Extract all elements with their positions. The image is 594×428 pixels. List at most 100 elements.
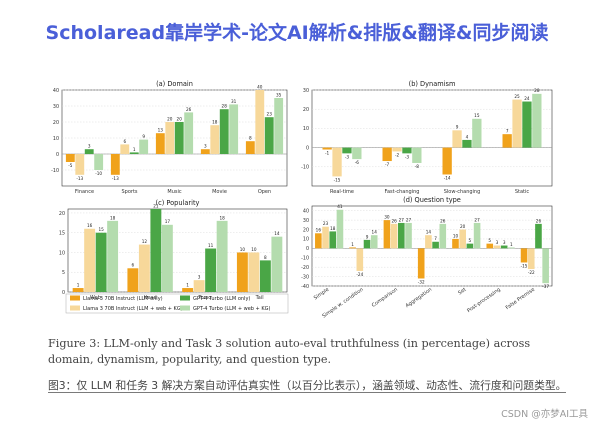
bar-d-question-type [452,238,459,249]
y-tick-label-a-domain: 20 [53,120,59,126]
y-tick-label-d-question-type: 10 [303,237,309,243]
bar-d-question-type [329,231,337,249]
y-tick-label-d-question-type: 30 [303,218,309,224]
data-label-c-popularity: 12 [142,239,148,244]
data-label-d-question-type: -32 [418,279,425,284]
x-tick-label-c-popularity: Head [144,295,157,301]
x-tick-label-a-domain: Open [258,189,271,195]
figure-caption-chinese-text: 图3：仅 LLM 和任务 3 解决方案自动评估真实性（以百分比表示），涵盖领域、… [48,379,567,393]
bar-b-dynamism [512,99,522,148]
data-label-d-question-type: 18 [330,226,336,231]
data-label-c-popularity: 14 [274,231,280,236]
y-tick-label-b-dynamism: 20 [303,107,309,113]
bar-b-dynamism [342,147,352,154]
bar-b-dynamism [442,147,452,175]
x-tick-label-b-dynamism: Static [515,189,530,195]
legend-swatch [70,295,80,301]
data-label-b-dynamism: -6 [355,160,360,165]
bar-d-question-type [370,235,378,249]
data-label-d-question-type: 5 [469,238,472,243]
y-tick-label-c-popularity: 15 [59,231,65,237]
data-label-a-domain: -10 [95,171,102,176]
data-label-b-dynamism: 24 [524,96,530,101]
data-label-a-domain: 31 [231,99,237,104]
bar-c-popularity [205,248,217,292]
bar-d-question-type [473,222,481,249]
x-tick-label-d-question-type: Post-processing [466,287,502,314]
bar-a-domain [120,144,130,154]
bar-d-question-type [336,209,344,249]
data-label-c-popularity: 6 [132,263,135,268]
bar-c-popularity [193,280,205,292]
bar-d-question-type [493,245,501,249]
bar-b-dynamism [352,147,362,160]
bar-d-question-type [425,235,432,249]
data-label-a-domain: 40 [257,84,263,89]
data-label-c-popularity: 21 [153,203,159,208]
bar-d-question-type [417,248,425,279]
data-label-b-dynamism: 4 [466,134,469,139]
panel-title-b-dynamism: (b) Dynamism [409,80,456,88]
bar-d-question-type [466,243,474,249]
bar-c-popularity [182,288,194,292]
y-tick-label-c-popularity: 5 [62,270,65,276]
y-tick-label-c-popularity: 20 [59,211,65,217]
y-tick-label-d-question-type: 0 [306,246,309,252]
data-label-d-question-type: 14 [372,230,378,235]
bar-a-domain [264,117,274,154]
bar-a-domain [184,112,194,154]
bar-c-popularity [127,268,139,292]
bar-d-question-type [500,245,508,249]
data-label-c-popularity: 8 [264,255,267,260]
bar-c-popularity [161,224,173,292]
x-tick-label-b-dynamism: Real-time [330,189,354,195]
bar-a-domain [155,133,165,154]
bar-a-domain [84,149,94,154]
bar-d-question-type [356,248,364,271]
x-tick-label-a-domain: Finance [75,189,94,195]
data-label-d-question-type: 20 [460,224,466,229]
bar-b-dynamism [392,147,402,152]
data-label-d-question-type: 7 [434,236,437,241]
data-label-c-popularity: 1 [186,282,189,287]
data-label-d-question-type: 41 [337,204,343,209]
bar-a-domain [274,98,284,154]
data-label-d-question-type: 3 [503,240,506,245]
data-label-b-dynamism: -3 [345,154,350,159]
x-tick-label-c-popularity: Torso [197,295,211,301]
data-label-b-dynamism: -8 [415,164,420,169]
figure-3-bar-charts: (a) Domain-10010203040-5-133-10Finance-1… [51,80,553,320]
bar-b-dynamism [332,147,342,177]
banner-title: Scholaread靠岸学术-论文AI解析&排版&翻译&同步阅读 [45,22,549,44]
y-tick-label-d-question-type: 20 [303,227,309,233]
data-label-a-domain: 28 [222,104,228,109]
data-label-b-dynamism: 15 [474,113,480,118]
data-label-a-domain: 3 [88,144,91,149]
data-label-a-domain: 26 [186,107,192,112]
bar-b-dynamism [382,147,392,162]
data-label-c-popularity: 15 [98,227,104,232]
legend-label: GPT-4 Turbo (LLM + web + KG) [193,306,270,312]
y-tick-label-b-dynamism: 10 [303,126,309,132]
bar-d-question-type [486,243,494,249]
data-label-c-popularity: 3 [198,275,201,280]
bar-c-popularity [248,252,260,292]
data-label-d-question-type: -15 [521,263,528,268]
data-label-a-domain: -13 [76,176,83,181]
legend-label: GPT-4 Turbo (LLM only) [193,296,250,302]
bar-d-question-type [363,239,371,249]
x-tick-label-a-domain: Music [167,189,181,195]
y-tick-label-a-domain: 10 [53,136,59,142]
bar-d-question-type [527,248,535,270]
data-label-d-question-type: -22 [528,270,535,275]
bar-b-dynamism [522,101,532,148]
data-label-a-domain: 18 [212,120,218,125]
data-label-c-popularity: 16 [87,223,93,228]
bar-c-popularity [84,228,96,292]
data-label-d-question-type: 23 [323,221,329,226]
x-tick-label-d-question-type: Comparison [371,287,399,309]
bar-c-popularity [216,220,228,292]
bar-c-popularity [138,244,150,292]
bar-d-question-type [432,241,439,249]
bar-a-domain [94,154,104,170]
